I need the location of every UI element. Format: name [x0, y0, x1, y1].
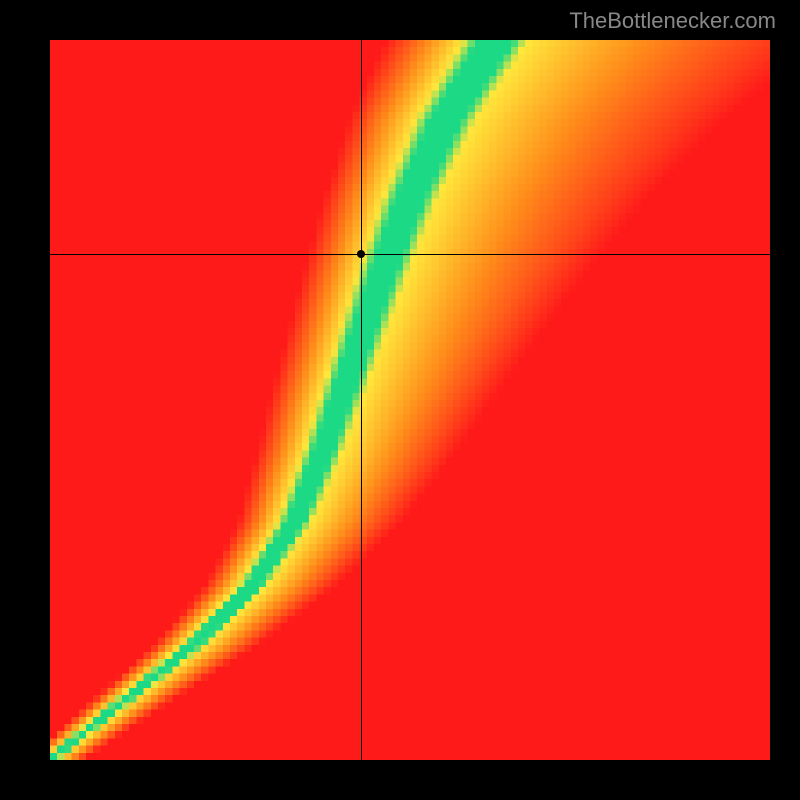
marker-dot	[357, 250, 365, 258]
watermark-text: TheBottlenecker.com	[569, 8, 776, 34]
heatmap-canvas	[50, 40, 770, 760]
crosshair-horizontal	[50, 254, 770, 255]
crosshair-vertical	[361, 40, 362, 760]
heatmap-plot	[50, 40, 770, 760]
